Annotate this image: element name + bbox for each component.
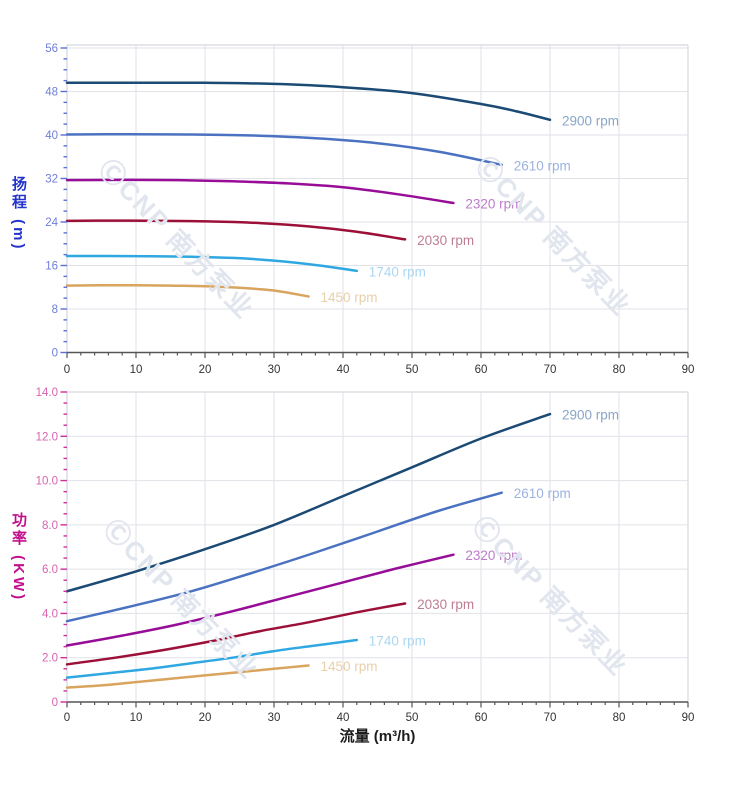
series-label-2030rpm: 2030 rpm xyxy=(417,233,474,248)
x-tick-label: 40 xyxy=(337,712,350,724)
y-tick-label: 56 xyxy=(45,43,58,55)
y-tick-label: 16 xyxy=(45,261,58,273)
power-curve-1450rpm xyxy=(65,664,310,689)
power-curve-1740rpm xyxy=(65,638,359,679)
power-chart: 2900 rpm 2610 rpm 2320 rpm 2030 rpm 1740 rpm… xyxy=(36,387,695,724)
y-tick-label: 10.0 xyxy=(36,476,58,488)
series-label-2320rpm: 2320 rpm xyxy=(465,548,522,563)
x-tick-label: 60 xyxy=(475,364,488,376)
x-tick-label: 40 xyxy=(337,364,350,376)
series-label-2610rpm: 2610 rpm xyxy=(514,158,571,173)
series-label-2900rpm: 2900 rpm xyxy=(562,408,619,423)
y-tick-label: 12.0 xyxy=(36,431,58,443)
y-tick-label: 48 xyxy=(45,87,58,99)
power-curve-2320rpm xyxy=(65,553,455,647)
y-tick-label: 0 xyxy=(52,348,58,360)
x-tick-label: 0 xyxy=(64,364,70,376)
x-tick-label: 80 xyxy=(613,364,626,376)
head-curve-1450rpm xyxy=(65,284,310,298)
series-label-1740rpm: 1740 rpm xyxy=(369,264,426,279)
x-tick-label: 90 xyxy=(682,364,695,376)
x-tick-label: 50 xyxy=(406,364,419,376)
x-tick-label: 50 xyxy=(406,712,419,724)
y-tick-label: 0 xyxy=(52,697,58,709)
flow-axis-title: 流量 (m³/h) xyxy=(339,728,416,745)
y-tick-label: 14.0 xyxy=(36,387,58,399)
x-tick-label: 80 xyxy=(613,712,626,724)
series-label-2030rpm: 2030 rpm xyxy=(417,597,474,612)
head-curve-2320rpm xyxy=(65,178,455,205)
x-tick-label: 20 xyxy=(199,364,212,376)
x-tick-label: 90 xyxy=(682,712,695,724)
x-tick-label: 10 xyxy=(130,712,143,724)
x-tick-label: 70 xyxy=(544,364,557,376)
y-tick-label: 24 xyxy=(45,217,58,229)
x-tick-label: 0 xyxy=(64,712,70,724)
y-tick-label: 4.0 xyxy=(42,608,58,620)
x-tick-label: 20 xyxy=(199,712,212,724)
x-tick-label: 60 xyxy=(475,712,488,724)
head-chart: 2900 rpm 2610 rpm 2320 rpm 2030 rpm 1740 rpm… xyxy=(45,43,694,376)
power-axis-title: 功率 (KW) xyxy=(10,512,27,603)
y-tick-label: 2.0 xyxy=(42,653,58,665)
power-curve-2030rpm xyxy=(65,602,407,666)
series-label-1450rpm: 1450 rpm xyxy=(321,659,378,674)
power-curve-2610rpm xyxy=(65,491,503,623)
x-tick-label: 10 xyxy=(130,364,143,376)
head-curve-2900rpm xyxy=(65,81,552,122)
x-tick-label: 30 xyxy=(268,364,281,376)
series-label-1450rpm: 1450 rpm xyxy=(321,290,378,305)
head-curve-2030rpm xyxy=(65,219,407,241)
x-tick-label: 30 xyxy=(268,712,281,724)
series-label-2610rpm: 2610 rpm xyxy=(514,486,571,501)
y-tick-label: 32 xyxy=(45,174,58,186)
series-label-2320rpm: 2320 rpm xyxy=(465,196,522,211)
head-curve-1740rpm xyxy=(65,254,359,273)
y-tick-label: 8 xyxy=(52,304,58,316)
series-label-1740rpm: 1740 rpm xyxy=(369,633,426,648)
power-curve-2900rpm xyxy=(65,412,552,593)
y-tick-label: 6.0 xyxy=(42,564,58,576)
x-tick-label: 70 xyxy=(544,712,557,724)
head-curve-2610rpm xyxy=(65,132,503,167)
y-tick-label: 8.0 xyxy=(42,520,58,532)
head-axis-title: 扬程 (m) xyxy=(10,176,27,252)
y-tick-label: 40 xyxy=(45,130,58,142)
series-label-2900rpm: 2900 rpm xyxy=(562,113,619,128)
